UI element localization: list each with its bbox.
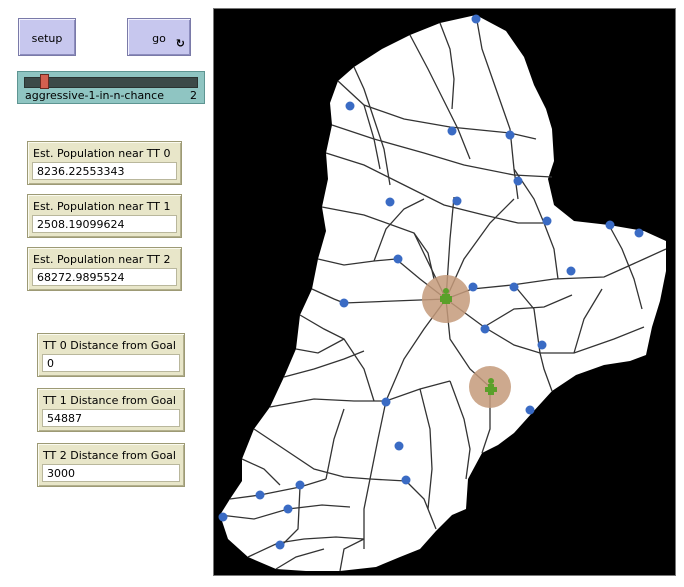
monitor-dist-tt2: TT 2 Distance from Goal 3000 (37, 443, 185, 487)
road (573, 288, 603, 354)
road (325, 152, 548, 224)
setup-button-label: setup (31, 32, 63, 45)
node-dot-icon (480, 324, 490, 334)
road (241, 458, 281, 486)
road (325, 408, 345, 480)
go-button[interactable]: go ↻ (127, 18, 191, 56)
monitor-label: TT 2 Distance from Goal (43, 449, 176, 462)
monitor-dist-tt1: TT 1 Distance from Goal 54887 (37, 388, 185, 432)
node-dot-icon (393, 254, 403, 264)
node-dot-icon (385, 197, 395, 207)
monitor-label: Est. Population near TT 2 (33, 253, 171, 266)
road (409, 34, 471, 160)
world-map (214, 9, 675, 575)
road (475, 14, 519, 200)
node-dot-icon (295, 480, 305, 490)
road (405, 480, 437, 530)
monitor-value: 2508.19099624 (32, 215, 177, 233)
road (229, 478, 327, 500)
node-dot-icon (381, 397, 391, 407)
road (353, 66, 391, 186)
road (269, 380, 451, 408)
monitor-pop-tt2: Est. Population near TT 2 68272.9895524 (27, 247, 182, 291)
node-dot-icon (566, 266, 576, 276)
node-dot-icon (525, 405, 535, 415)
go-button-label: go (152, 32, 166, 45)
road (439, 22, 455, 110)
road (279, 486, 301, 548)
node-dot-icon (505, 130, 515, 140)
road (483, 294, 573, 328)
slider-knob[interactable] (40, 74, 49, 89)
road (283, 350, 365, 378)
node-dot-icon (542, 216, 552, 226)
road (373, 198, 425, 262)
monitor-label: Est. Population near TT 1 (33, 200, 171, 213)
monitor-pop-tt1: Est. Population near TT 1 2508.19099624 (27, 194, 182, 238)
road (247, 536, 365, 558)
node-dot-icon (452, 196, 462, 206)
road (609, 226, 643, 310)
node-dot-icon (394, 441, 404, 451)
road (275, 548, 325, 570)
road (413, 232, 435, 280)
slider-label: aggressive-1-in-n-chance (25, 89, 164, 102)
node-dot-icon (537, 340, 547, 350)
road (419, 388, 433, 510)
setup-button[interactable]: setup (18, 18, 76, 56)
world-view[interactable] (213, 8, 676, 576)
monitor-label: TT 1 Distance from Goal (43, 394, 176, 407)
road (253, 428, 407, 482)
monitor-dist-tt0: TT 0 Distance from Goal 0 (37, 333, 185, 377)
road (363, 298, 447, 549)
node-dot-icon (275, 540, 285, 550)
road (539, 352, 553, 392)
node-dot-icon (345, 101, 355, 111)
node-dot-icon (339, 298, 349, 308)
monitor-label: TT 0 Distance from Goal (43, 339, 176, 352)
node-dot-icon (634, 228, 644, 238)
road (295, 338, 345, 354)
node-dot-icon (513, 176, 523, 186)
monitor-value: 3000 (42, 464, 180, 482)
node-dot-icon (218, 512, 228, 522)
monitor-value: 54887 (42, 409, 180, 427)
slider-value: 2 (190, 89, 197, 102)
road (317, 258, 397, 266)
monitor-value: 0 (42, 354, 180, 372)
node-dot-icon (468, 282, 478, 292)
road (331, 124, 553, 178)
monitor-value: 68272.9895524 (32, 268, 177, 286)
node-dot-icon (283, 504, 293, 514)
road (321, 206, 447, 300)
node-dot-icon (471, 14, 481, 24)
road (339, 538, 365, 572)
monitor-value: 8236.22553343 (32, 162, 177, 180)
slider-track[interactable] (24, 77, 198, 88)
monitor-label: Est. Population near TT 0 (33, 147, 171, 160)
monitor-pop-tt0: Est. Population near TT 0 8236.22553343 (27, 141, 182, 185)
node-dot-icon (255, 490, 265, 500)
forever-arrows-icon: ↻ (175, 37, 185, 50)
node-dot-icon (447, 126, 457, 136)
node-dot-icon (401, 475, 411, 485)
node-dot-icon (605, 220, 615, 230)
agent-person-icon (485, 378, 497, 395)
node-dot-icon (509, 282, 519, 292)
agent-person-icon (440, 288, 452, 304)
road (513, 284, 541, 354)
road (363, 104, 381, 170)
road (449, 380, 471, 480)
aggressive-chance-slider[interactable]: aggressive-1-in-n-chance 2 (17, 71, 205, 104)
